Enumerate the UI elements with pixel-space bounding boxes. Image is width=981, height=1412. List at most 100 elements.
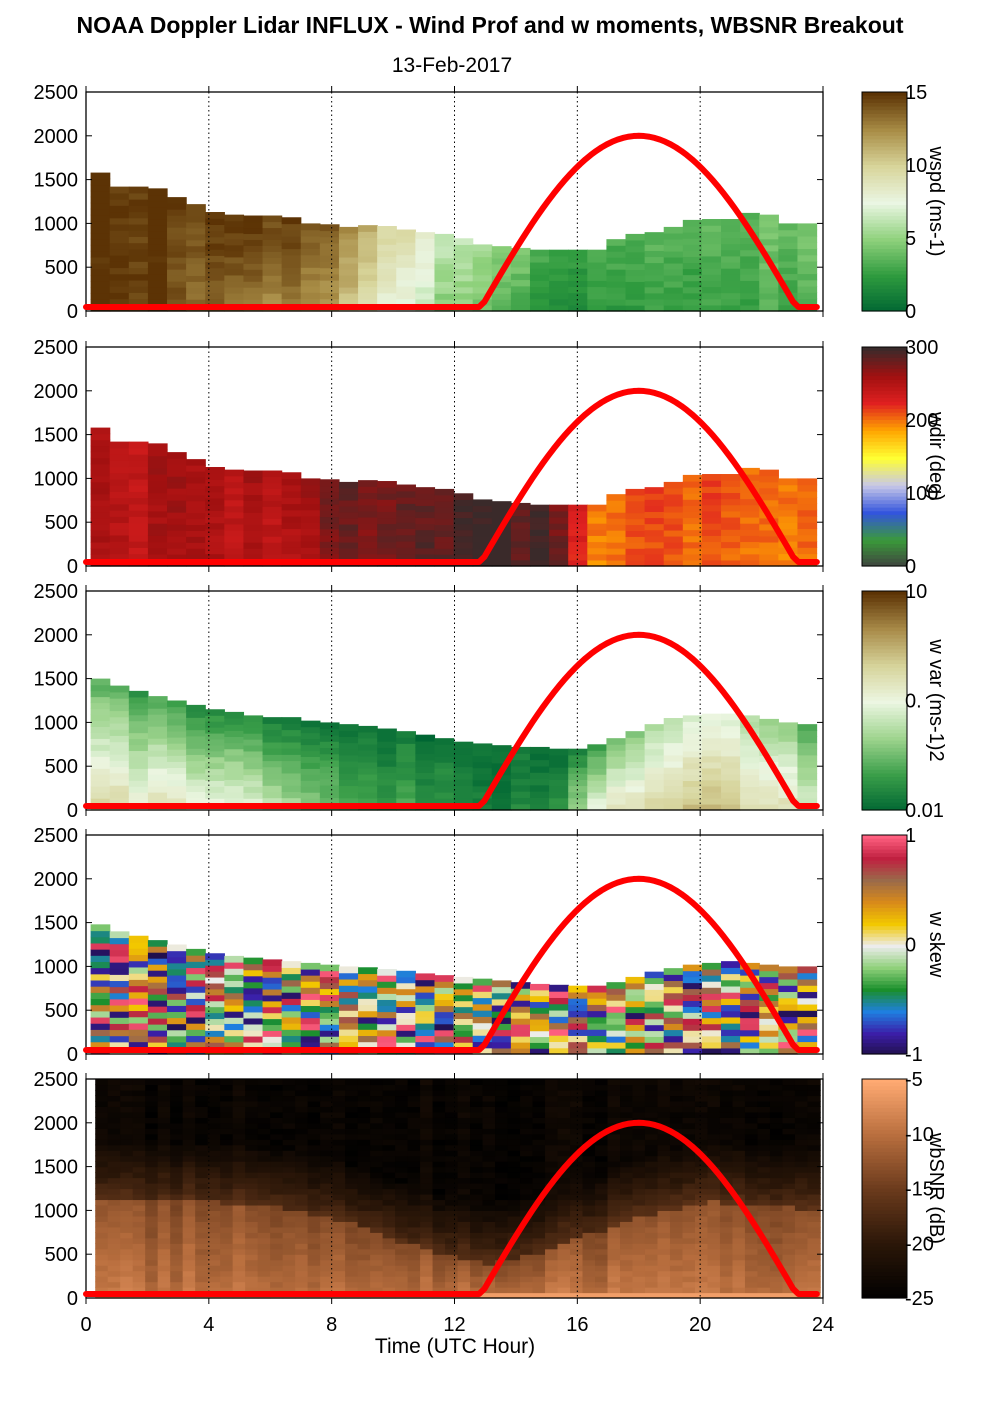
heat-cell bbox=[587, 804, 608, 811]
heat-cell bbox=[382, 1139, 396, 1146]
heat-cell bbox=[657, 1084, 671, 1091]
heat-cell bbox=[128, 1022, 149, 1030]
heat-cell bbox=[262, 215, 283, 223]
colorbar-segment bbox=[862, 944, 907, 949]
heat-cell bbox=[557, 1172, 571, 1179]
heat-cell bbox=[182, 1193, 196, 1201]
heat-cell bbox=[778, 267, 799, 275]
colorbar-segment bbox=[862, 474, 907, 479]
heat-cell bbox=[520, 1204, 534, 1211]
heat-cell bbox=[529, 803, 550, 811]
heat-cell bbox=[358, 737, 378, 745]
colorbar-segment bbox=[862, 959, 907, 964]
heat-cell bbox=[757, 1122, 771, 1129]
heat-cell bbox=[491, 986, 512, 994]
heat-cell bbox=[300, 792, 321, 799]
heat-cell bbox=[620, 1210, 634, 1217]
heat-cell bbox=[109, 466, 130, 474]
colorbar-segment bbox=[862, 744, 907, 749]
heat-cell bbox=[90, 684, 111, 692]
heat-cell bbox=[107, 1276, 122, 1283]
heat-cell bbox=[759, 785, 779, 793]
heat-cell bbox=[282, 1287, 296, 1294]
heat-cell bbox=[90, 541, 111, 549]
colorbar-segment bbox=[862, 1050, 907, 1055]
heat-cell bbox=[147, 243, 168, 251]
heat-cell bbox=[582, 1172, 596, 1179]
heat-cell bbox=[719, 1100, 734, 1107]
heat-cell bbox=[482, 1259, 496, 1266]
heat-cell bbox=[243, 1017, 264, 1025]
heat-cell bbox=[719, 1193, 734, 1201]
colorbar-segment bbox=[862, 715, 907, 720]
colorbar-segment bbox=[862, 780, 907, 786]
heat-cell bbox=[243, 293, 264, 300]
heat-cell bbox=[794, 1276, 809, 1283]
heat-cell bbox=[170, 1259, 184, 1266]
heat-cell bbox=[338, 511, 359, 519]
heat-cell bbox=[415, 517, 436, 525]
colorbar-segment bbox=[862, 609, 907, 614]
colorbar-segment bbox=[862, 289, 907, 294]
heat-cell bbox=[632, 1254, 646, 1261]
heat-cell bbox=[396, 273, 416, 281]
heat-cell bbox=[157, 1204, 171, 1211]
heat-cell bbox=[377, 493, 397, 500]
heat-cell bbox=[377, 1041, 397, 1049]
heat-cell bbox=[694, 1144, 709, 1151]
heat-cell bbox=[345, 1221, 359, 1228]
heat-cell bbox=[682, 750, 703, 758]
heat-cell bbox=[224, 226, 245, 234]
heat-cell bbox=[377, 747, 397, 755]
heat-cell bbox=[396, 1024, 416, 1031]
heat-cell bbox=[682, 1122, 696, 1129]
heat-cell bbox=[657, 1259, 671, 1266]
heat-cell bbox=[307, 1133, 321, 1140]
heat-cell bbox=[491, 548, 512, 555]
heat-cell bbox=[740, 523, 760, 530]
heat-cell bbox=[732, 1276, 746, 1283]
heat-cell bbox=[719, 1139, 734, 1146]
heat-cell bbox=[205, 553, 225, 561]
heat-cell bbox=[545, 1161, 559, 1168]
heat-cell bbox=[182, 1221, 196, 1228]
colorbar-segment bbox=[862, 864, 907, 869]
heat-cell bbox=[782, 1287, 796, 1294]
heat-cell bbox=[300, 744, 321, 752]
heat-cell bbox=[358, 1029, 378, 1037]
heat-cell bbox=[207, 1265, 221, 1272]
heat-cell bbox=[495, 1281, 509, 1288]
heat-cell bbox=[721, 486, 741, 494]
heat-cell bbox=[262, 959, 283, 966]
heat-cell bbox=[109, 1041, 130, 1049]
heat-cell bbox=[195, 1221, 209, 1228]
heat-cell bbox=[128, 948, 149, 956]
heat-cell bbox=[109, 949, 130, 957]
heat-cell bbox=[707, 1204, 721, 1211]
heat-cell bbox=[332, 1177, 346, 1184]
heat-cell bbox=[95, 1204, 109, 1211]
heat-cell bbox=[510, 304, 531, 312]
heat-cell bbox=[415, 1029, 436, 1037]
heat-cell bbox=[520, 1259, 534, 1266]
heat-cell bbox=[759, 250, 779, 258]
heat-cell bbox=[109, 772, 130, 780]
heat-cell bbox=[694, 1188, 709, 1195]
heat-cell bbox=[472, 1028, 493, 1036]
heat-cell bbox=[807, 1128, 821, 1135]
heat-cell bbox=[721, 803, 741, 811]
heat-cell bbox=[147, 529, 168, 536]
heat-cell bbox=[220, 1237, 234, 1244]
heat-cell bbox=[721, 529, 741, 536]
colorbar-segment bbox=[862, 227, 907, 232]
figure-subtitle: 13-Feb-2017 bbox=[392, 54, 512, 77]
colorbar-segment bbox=[862, 605, 907, 610]
heat-cell bbox=[721, 797, 741, 805]
heat-cell bbox=[707, 1100, 721, 1107]
heat-cell bbox=[157, 1226, 171, 1233]
heat-cell bbox=[420, 1215, 434, 1222]
heat-cell bbox=[243, 999, 264, 1007]
heat-cell bbox=[281, 766, 302, 774]
heat-cell bbox=[721, 516, 741, 524]
heat-cell bbox=[545, 1204, 559, 1211]
